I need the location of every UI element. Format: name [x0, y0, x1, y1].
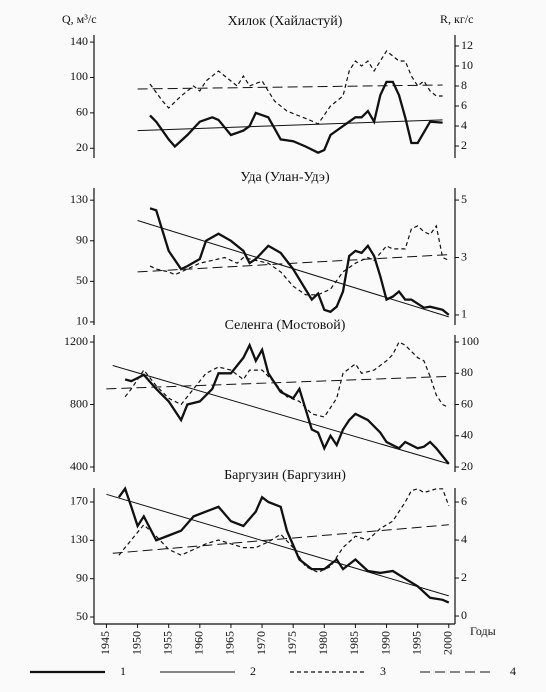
y2-tick-label: 1: [461, 307, 467, 321]
y-tick-label: 10: [76, 314, 88, 328]
x-tick-label: 1950: [129, 631, 143, 655]
x-tick-label: 1980: [316, 631, 330, 655]
y2-tick-label: 4: [461, 532, 467, 546]
x-tick-label: 1985: [347, 631, 361, 655]
y-axis-label-left: Q, м³/с: [62, 12, 97, 26]
series-line: [124, 341, 450, 418]
y-tick-label: 1200: [64, 334, 88, 348]
x-tick-label: 1975: [285, 631, 299, 655]
x-tick-label: 1995: [409, 631, 423, 655]
y-tick-label: 130: [70, 532, 88, 546]
series-line: [124, 342, 450, 465]
series-line: [149, 224, 450, 296]
panel-title: Уда (Улан-Удэ): [240, 170, 330, 185]
series-line: [118, 488, 450, 573]
y2-tick-label: 60: [461, 396, 473, 410]
x-tick-label: 2000: [441, 631, 455, 655]
x-tick-label: 1970: [254, 631, 268, 655]
legend-label: 1: [120, 664, 126, 678]
x-axis-label: Годы: [470, 624, 496, 638]
series-line: [106, 493, 449, 597]
y-tick-label: 130: [70, 192, 88, 206]
y2-tick-label: 4: [461, 118, 467, 132]
x-tick-label: 1990: [378, 631, 392, 655]
x-tick-label: 1945: [98, 631, 112, 655]
y2-tick-label: 3: [461, 249, 467, 263]
y-axis-label-right: R, кг/с: [440, 12, 473, 26]
series-line: [149, 80, 443, 154]
series-line: [112, 524, 449, 554]
y-tick-label: 90: [76, 570, 88, 584]
y2-tick-label: 2: [461, 570, 467, 584]
series-line: [106, 375, 449, 390]
legend-label: 4: [510, 664, 516, 678]
y-tick-label: 800: [70, 396, 88, 410]
y2-tick-label: 40: [461, 428, 473, 442]
y2-tick-label: 0: [461, 608, 467, 622]
y2-tick-label: 2: [461, 138, 467, 152]
y-tick-label: 50: [76, 273, 88, 287]
y2-tick-label: 8: [461, 78, 467, 92]
legend-label: 2: [250, 664, 256, 678]
series-line: [137, 119, 443, 132]
panel-title: Хилок (Хайластуй): [228, 14, 343, 29]
series-line: [137, 220, 449, 318]
y2-tick-label: 5: [461, 192, 467, 206]
y-tick-label: 60: [76, 105, 88, 119]
y2-tick-label: 80: [461, 365, 473, 379]
series-line: [137, 84, 443, 90]
series-line: [149, 50, 443, 125]
series-line: [112, 365, 449, 465]
series-line: [137, 254, 449, 273]
y-tick-label: 20: [76, 140, 88, 154]
y-tick-label: 50: [76, 609, 88, 623]
y2-tick-label: 20: [461, 459, 473, 473]
y2-tick-label: 6: [461, 494, 467, 508]
y-tick-label: 90: [76, 233, 88, 247]
panel-title: Баргузин (Баргузин): [224, 468, 346, 483]
y-tick-label: 400: [70, 459, 88, 473]
y-tick-label: 100: [70, 69, 88, 83]
series-line: [149, 207, 450, 316]
y2-tick-label: 10: [461, 58, 473, 72]
series-line: [117, 486, 450, 604]
legend-label: 3: [380, 664, 386, 678]
panel-title: Селенга (Мостовой): [225, 318, 346, 333]
y-tick-label: 140: [70, 34, 88, 48]
y2-tick-label: 12: [461, 38, 473, 52]
y-tick-label: 170: [70, 494, 88, 508]
y2-tick-label: 100: [461, 334, 479, 348]
x-tick-label: 1955: [160, 631, 174, 655]
x-tick-label: 1965: [223, 631, 237, 655]
y2-tick-label: 6: [461, 98, 467, 112]
x-tick-label: 1960: [192, 631, 206, 655]
